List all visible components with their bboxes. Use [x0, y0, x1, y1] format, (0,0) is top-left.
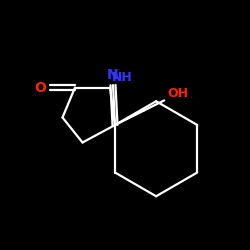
Text: NH: NH: [112, 71, 133, 84]
Text: OH: OH: [167, 87, 188, 100]
Text: O: O: [34, 80, 46, 94]
Text: N: N: [107, 68, 118, 82]
